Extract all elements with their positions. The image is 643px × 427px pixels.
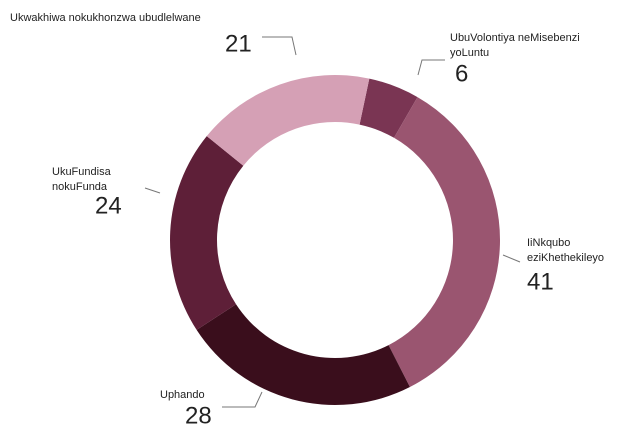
segment-label: nokuFunda xyxy=(52,181,108,193)
segment-label: Ukwakhiwa nokukhonzwa ubudlelwane xyxy=(10,12,201,24)
leader-line xyxy=(144,187,161,194)
segment-value: 28 xyxy=(185,402,212,427)
segment-value: 41 xyxy=(527,268,554,295)
donut-segment xyxy=(196,304,410,406)
leader-line xyxy=(502,254,521,263)
donut-segment xyxy=(170,136,244,330)
segment-value: 24 xyxy=(95,192,122,219)
segment-label: eziKhethekileyo xyxy=(527,252,604,264)
leader-line xyxy=(262,36,297,56)
donut-segment xyxy=(388,97,500,388)
segment-label: yoLuntu xyxy=(450,47,489,59)
leader-line xyxy=(222,391,263,408)
segment-label: UbuVolontiya neMisebenzi xyxy=(450,32,580,44)
segment-value: 21 xyxy=(225,30,252,57)
segment-value: 6 xyxy=(455,60,468,87)
segment-label: IiNkqubo xyxy=(527,237,570,249)
segment-label: UkuFundisa xyxy=(52,166,112,178)
donut-segment xyxy=(359,78,418,138)
leader-line xyxy=(417,59,445,76)
donut-segment xyxy=(206,75,370,166)
segment-label: Uphando xyxy=(160,389,205,401)
